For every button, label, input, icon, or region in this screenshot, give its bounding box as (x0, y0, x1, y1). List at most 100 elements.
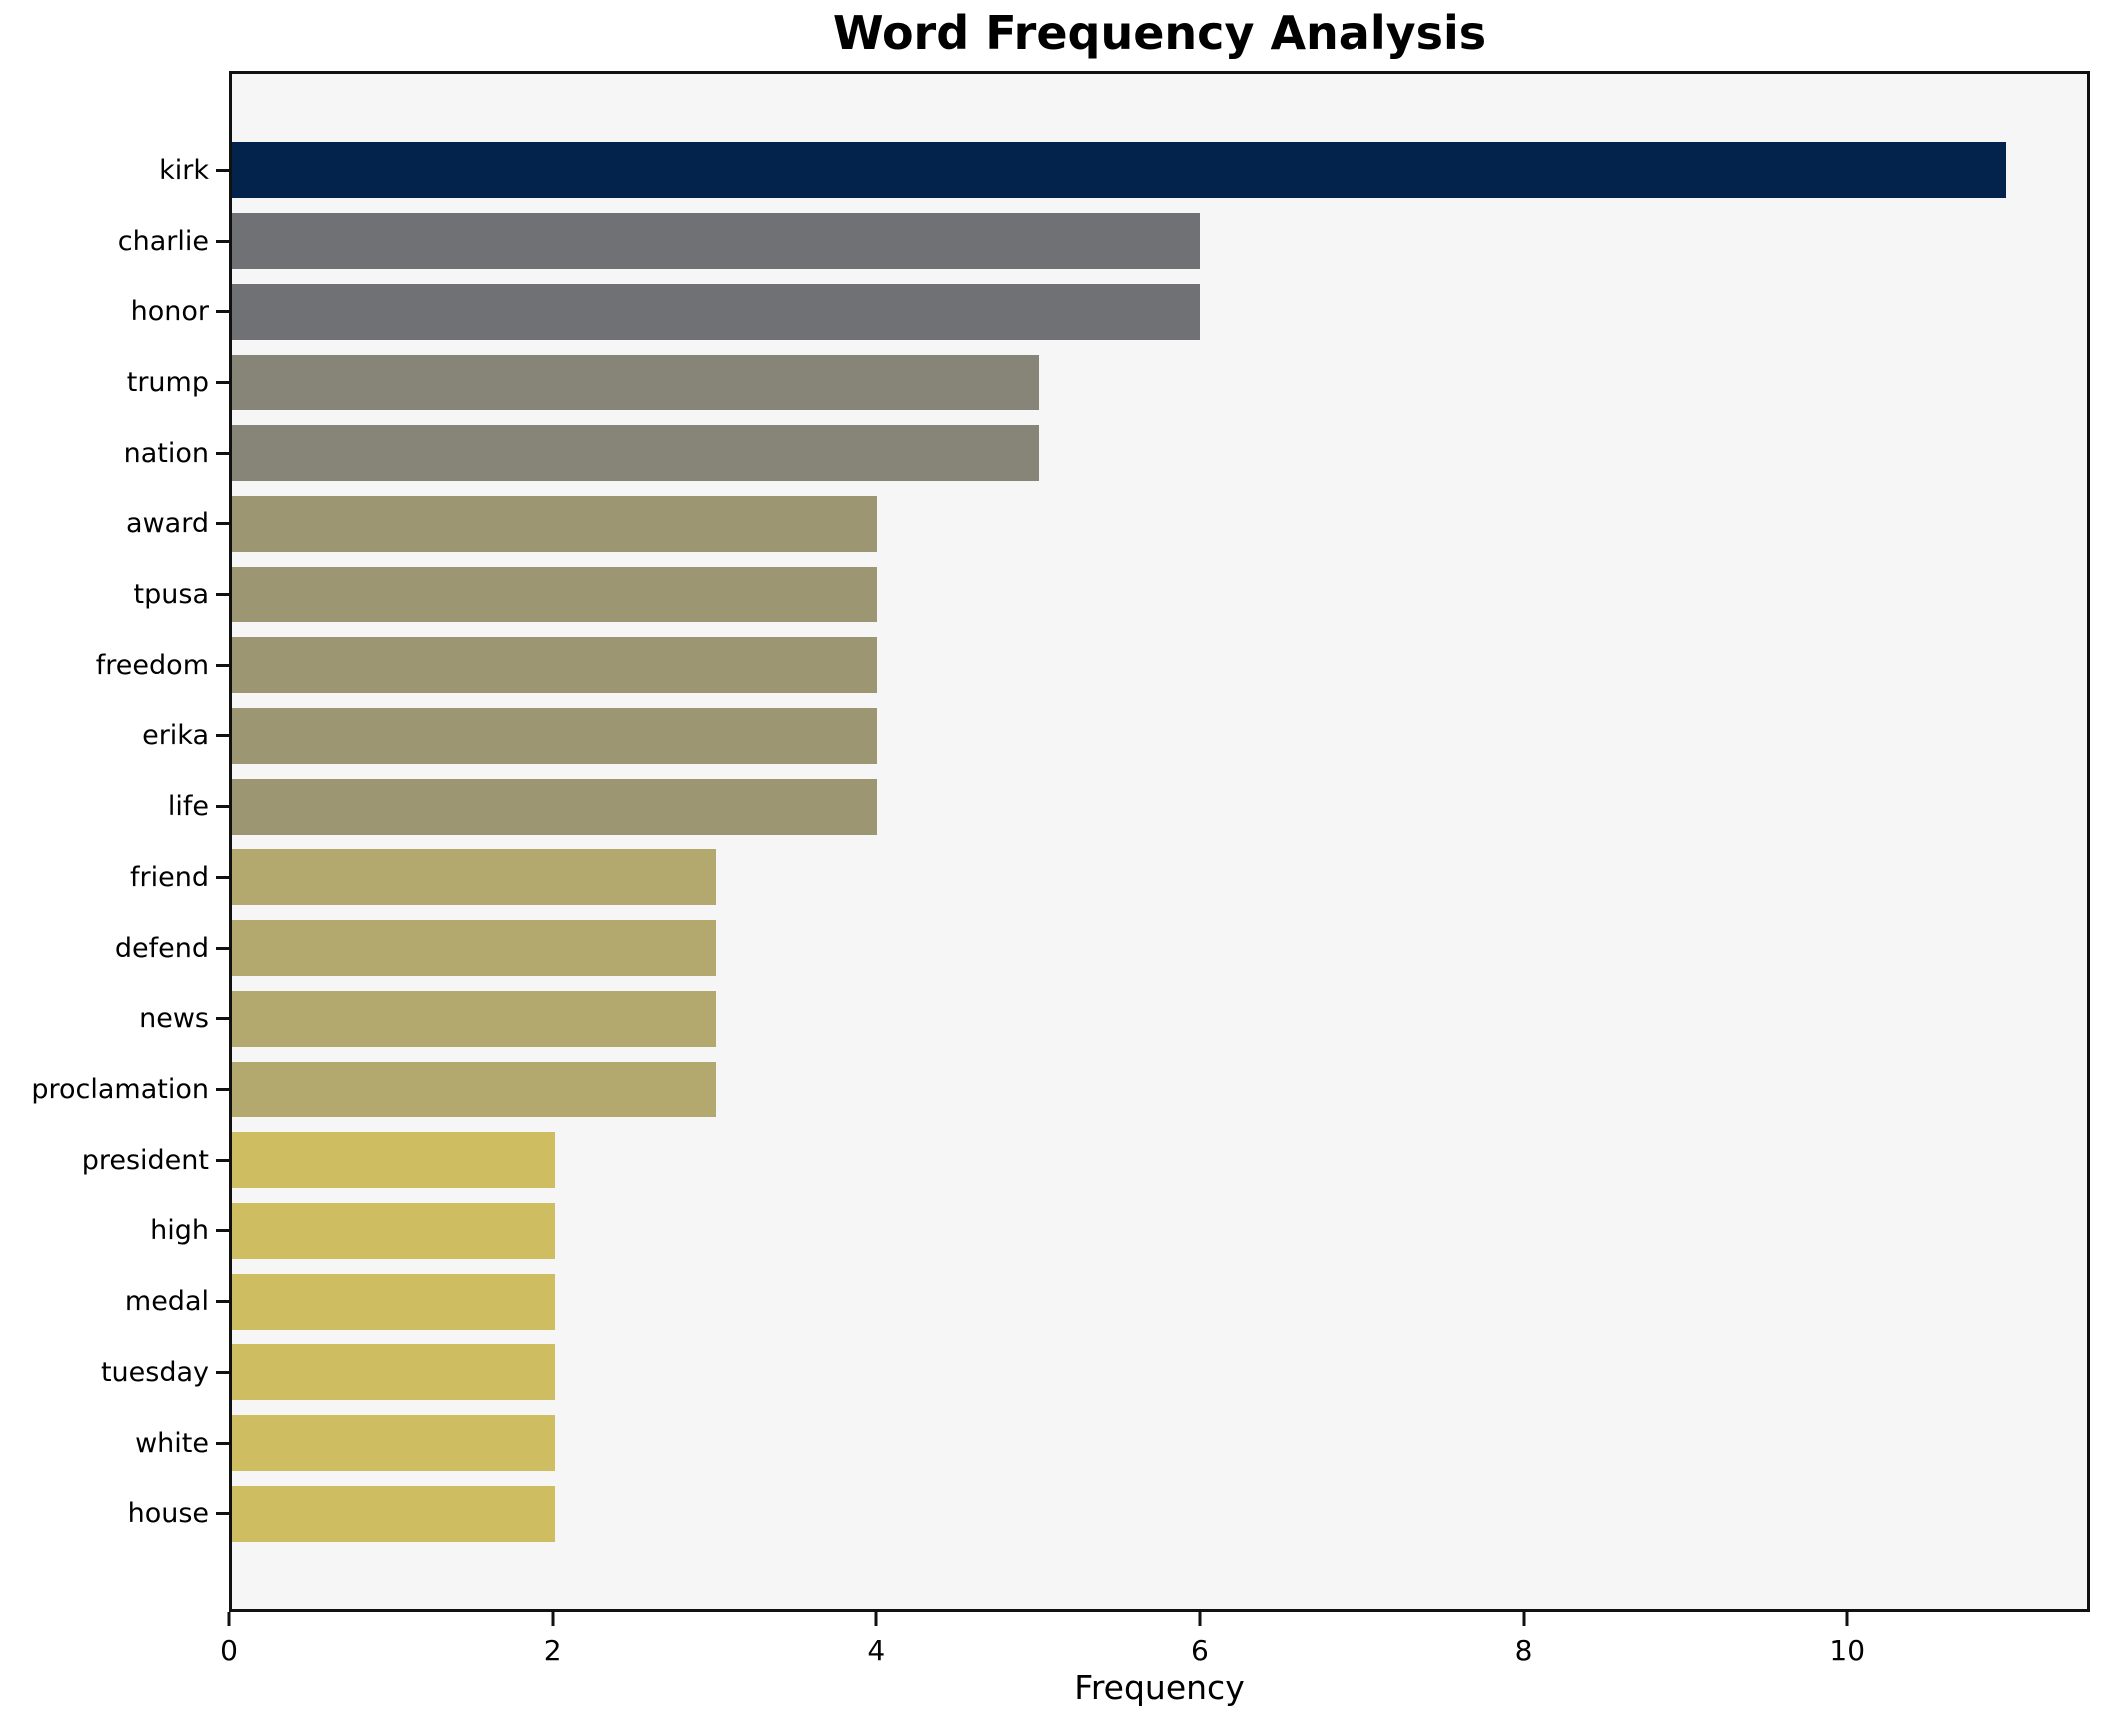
y-tick-mark (216, 239, 229, 243)
y-tick: charlie (0, 206, 229, 277)
bar (232, 1061, 716, 1118)
bar (232, 213, 1200, 269)
bar-row (232, 1408, 2087, 1479)
y-tick-label: award (126, 508, 209, 540)
y-tick-mark (216, 1017, 229, 1021)
x-tick-label: 4 (867, 1634, 886, 1667)
bar-row (232, 559, 2087, 630)
y-tick-label: trump (126, 366, 209, 398)
bar (232, 1132, 555, 1189)
y-tick-label: tpusa (133, 579, 209, 611)
y-tick: tuesday (0, 1337, 229, 1408)
y-tick-label: president (81, 1144, 209, 1176)
bar-row (232, 1054, 2087, 1125)
y-tick-mark (216, 946, 229, 950)
bar (232, 1485, 555, 1542)
y-tick-label: life (167, 791, 209, 823)
bar-row (232, 701, 2087, 772)
bar (232, 1273, 555, 1330)
y-tick-mark (216, 875, 229, 879)
x-tick-mark (227, 1612, 231, 1626)
x-tick-label: 6 (1191, 1634, 1209, 1667)
y-tick-label: tuesday (100, 1356, 209, 1388)
x-tick-label: 8 (1514, 1634, 1533, 1667)
y-tick-label: news (139, 1003, 209, 1035)
bar (232, 425, 1039, 482)
bar-row (232, 1478, 2087, 1549)
y-tick-label: medal (124, 1286, 209, 1318)
y-tick-mark (216, 663, 229, 667)
y-tick-label: honor (130, 296, 209, 328)
bar-row (232, 913, 2087, 984)
y-tick-mark (216, 1087, 229, 1091)
x-tick-mark (1198, 1612, 1202, 1626)
bar-row (232, 1125, 2087, 1196)
y-tick: white (0, 1408, 229, 1479)
y-tick-label: kirk (159, 154, 209, 186)
x-tick-label: 0 (220, 1634, 238, 1667)
y-tick: president (0, 1125, 229, 1196)
x-tick-label: 2 (543, 1634, 562, 1667)
y-tick: life (0, 771, 229, 842)
bar-row (232, 418, 2087, 489)
bar-row (232, 347, 2087, 418)
bar-row (232, 206, 2087, 277)
y-tick: freedom (0, 630, 229, 701)
y-tick-mark (216, 1370, 229, 1374)
y-axis-labels: kirk charlie honor trump nation award tpusa fre… (0, 71, 229, 1612)
y-tick-mark (216, 168, 229, 172)
bar (232, 778, 878, 835)
y-tick-label: proclamation (31, 1073, 209, 1105)
y-tick-mark (216, 380, 229, 384)
y-tick: trump (0, 347, 229, 418)
bar-row (232, 489, 2087, 560)
bar-row (232, 1337, 2087, 1408)
bar (232, 920, 716, 976)
plot-area (229, 71, 2090, 1612)
bar-row (232, 771, 2087, 842)
bar (232, 283, 1200, 340)
y-tick-mark (216, 734, 229, 738)
y-tick: erika (0, 701, 229, 772)
y-tick-label: house (127, 1498, 209, 1530)
bar-row (232, 630, 2087, 701)
y-tick-label: erika (142, 720, 209, 752)
bar (232, 354, 1039, 411)
bars-container (232, 74, 2087, 1609)
bar (232, 1344, 555, 1401)
y-tick: proclamation (0, 1054, 229, 1125)
bar (232, 142, 2007, 199)
bar (232, 1202, 555, 1259)
y-tick-label: nation (123, 437, 209, 469)
bar (232, 495, 878, 552)
x-tick-mark (874, 1612, 878, 1626)
y-tick-mark (216, 1229, 229, 1233)
bar-row (232, 276, 2087, 347)
x-tick-label: 10 (1829, 1634, 1866, 1667)
y-tick-label: defend (114, 932, 209, 964)
y-tick: honor (0, 276, 229, 347)
x-tick-mark (1845, 1612, 1849, 1626)
y-tick: nation (0, 418, 229, 489)
bar (232, 708, 878, 764)
y-tick: friend (0, 842, 229, 913)
y-tick: defend (0, 913, 229, 984)
bar-row (232, 135, 2087, 206)
y-tick-label: high (150, 1215, 209, 1247)
bar-row (232, 842, 2087, 913)
bar (232, 990, 716, 1047)
y-tick-label: white (135, 1427, 209, 1459)
bar (232, 637, 878, 694)
bar (232, 566, 878, 623)
y-tick-mark (216, 1158, 229, 1162)
y-tick-label: charlie (117, 225, 209, 257)
bar (232, 849, 716, 906)
y-tick-mark (216, 593, 229, 597)
y-tick: medal (0, 1266, 229, 1337)
y-tick-mark (216, 805, 229, 809)
y-tick-mark (216, 522, 229, 526)
bar-row (232, 1266, 2087, 1337)
x-axis-title: Frequency (1074, 1668, 1245, 1707)
y-tick-mark (216, 451, 229, 455)
